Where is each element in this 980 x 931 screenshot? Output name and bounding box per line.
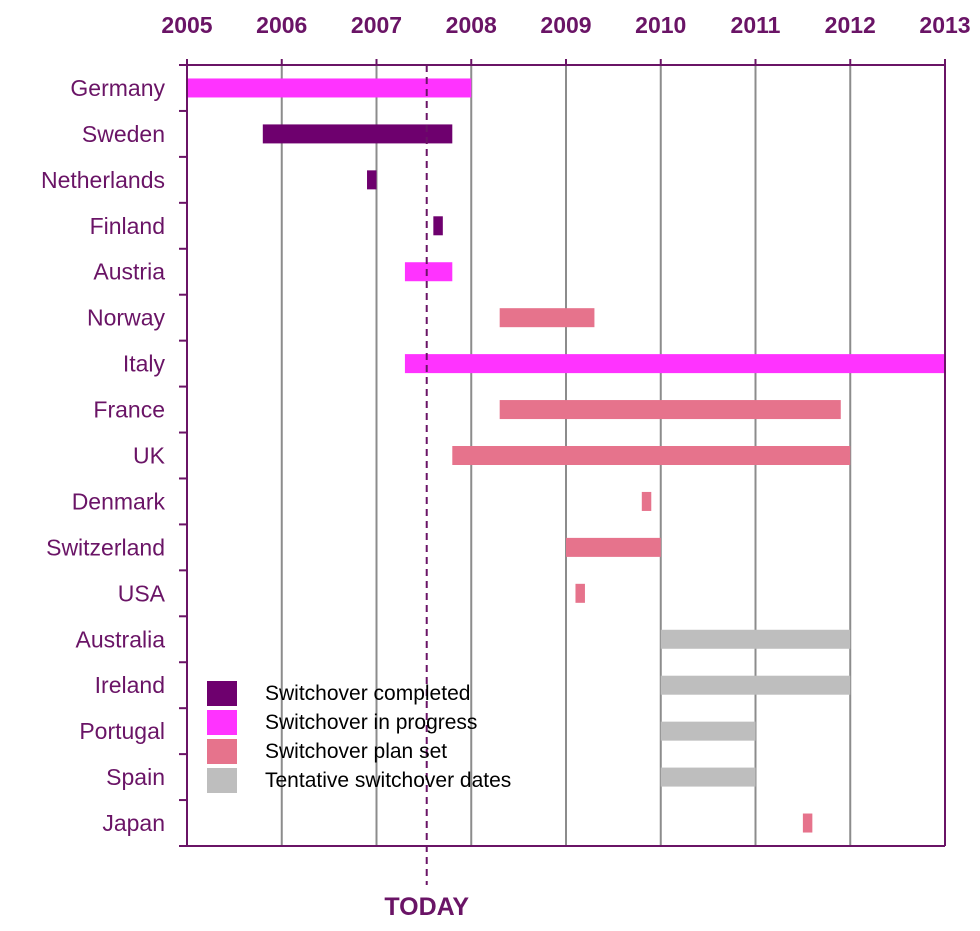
country-label-switzerland: Switzerland [46,534,165,560]
bar-uk [452,446,851,465]
bar-germany [187,78,472,98]
year-tick-2006: 2006 [256,12,307,38]
legend-swatch-plan_set [207,739,237,764]
country-label-france: France [93,397,165,423]
bar-sweden [262,124,453,144]
country-label-germany: Germany [70,75,165,101]
country-label-portugal: Portugal [79,718,165,744]
country-label-uk: UK [133,443,166,469]
country-label-austria: Austria [93,259,165,285]
country-label-ireland: Ireland [95,672,165,698]
legend-swatch-in_progress [207,710,237,735]
bar-denmark [641,491,652,511]
bar-finland [433,216,443,236]
bar-ireland [660,675,851,695]
country-label-usa: USA [118,580,166,606]
country-label-sweden: Sweden [82,121,165,147]
bar-switzerland [566,537,661,557]
country-label-denmark: Denmark [72,488,166,514]
legend-label-completed: Switchover completed [265,682,470,705]
bar-netherlands [367,170,377,190]
bar-japan [802,813,813,833]
bar-norway [499,308,595,328]
year-tick-2011: 2011 [731,12,781,38]
legend-swatch-tentative [207,768,237,793]
legend: Switchover completed Switchover in progre… [207,681,511,793]
bars [187,78,945,833]
bar-spain [660,767,756,787]
country-label-finland: Finland [90,213,165,239]
legend-swatch-completed [207,681,237,706]
year-tick-2009: 2009 [540,12,591,38]
year-tick-2012: 2012 [825,12,876,38]
country-label-spain: Spain [106,764,165,790]
today-label: TODAY [384,893,469,921]
country-label-norway: Norway [87,305,165,331]
bar-australia [660,629,851,649]
bar-usa [575,583,585,603]
year-tick-labels: 2005 2006 2007 2008 2009 2010 2011 2012 2013 [161,12,970,38]
year-tick-2007: 2007 [351,12,402,38]
year-tick-2008: 2008 [446,12,497,38]
country-label-australia: Australia [76,626,166,652]
country-label-japan: Japan [102,810,165,836]
axes [179,59,946,847]
legend-label-plan_set: Switchover plan set [265,740,447,763]
bar-austria [404,262,453,282]
year-tick-2010: 2010 [635,12,686,38]
year-tick-2005: 2005 [161,12,212,38]
bar-france [499,400,841,420]
country-label-netherlands: Netherlands [41,167,165,193]
year-tick-2013: 2013 [919,12,970,38]
bar-portugal [660,721,756,741]
country-labels: Germany Sweden Netherlands Finland Austria No… [41,75,166,836]
legend-label-tentative: Tentative switchover dates [265,769,511,792]
country-label-italy: Italy [123,351,166,377]
bar-italy [404,354,945,374]
today-marker: TODAY [384,65,469,921]
legend-label-in_progress: Switchover in progress [265,711,477,734]
